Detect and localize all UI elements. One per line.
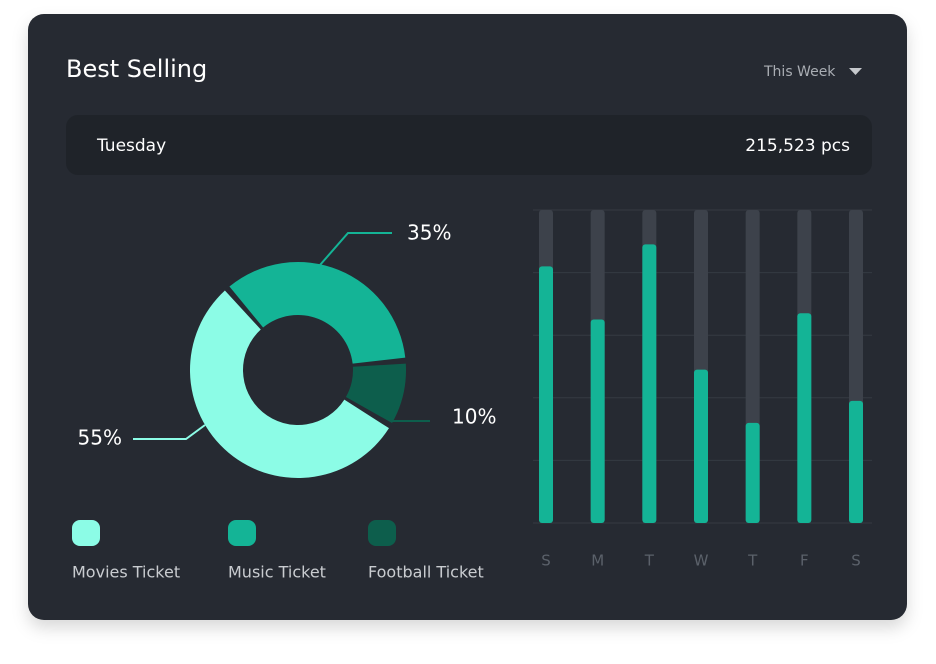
bar xyxy=(694,369,708,523)
x-tick-label: F xyxy=(800,552,809,570)
value-label: 10% xyxy=(452,405,496,429)
card xyxy=(28,14,907,620)
value-label: 35% xyxy=(407,221,451,245)
legend-label: Movies Ticket xyxy=(72,563,180,582)
legend-swatch xyxy=(228,520,256,546)
bar xyxy=(745,422,760,523)
dropdown-caret[interactable] xyxy=(849,68,862,75)
value-label: 55% xyxy=(78,426,122,450)
x-tick-label: T xyxy=(644,552,655,570)
bar xyxy=(539,266,553,523)
donut-segment xyxy=(345,363,406,424)
legend-label: Football Ticket xyxy=(368,563,484,582)
leader-line xyxy=(133,424,206,440)
leader-line xyxy=(319,232,392,266)
bar xyxy=(590,319,605,523)
legend-swatch xyxy=(368,520,396,546)
legend-label: Music Ticket xyxy=(228,563,326,582)
legend-swatch xyxy=(72,520,100,546)
summary-amount: 215,523 pcs xyxy=(745,136,850,156)
title: Best Selling xyxy=(66,55,207,83)
x-tick-label: W xyxy=(694,552,709,570)
bar xyxy=(642,244,657,523)
bar xyxy=(797,313,812,523)
summary-day: Tuesday xyxy=(96,136,166,156)
x-tick-label: T xyxy=(747,552,758,570)
period-dropdown[interactable]: This Week xyxy=(763,64,836,80)
x-tick-label: S xyxy=(541,552,551,570)
summary-bar xyxy=(66,115,872,175)
x-tick-label: M xyxy=(591,552,604,570)
donut-segment xyxy=(190,290,389,478)
x-tick-label: S xyxy=(851,552,861,570)
bar xyxy=(849,400,863,523)
donut-segment xyxy=(229,261,406,364)
